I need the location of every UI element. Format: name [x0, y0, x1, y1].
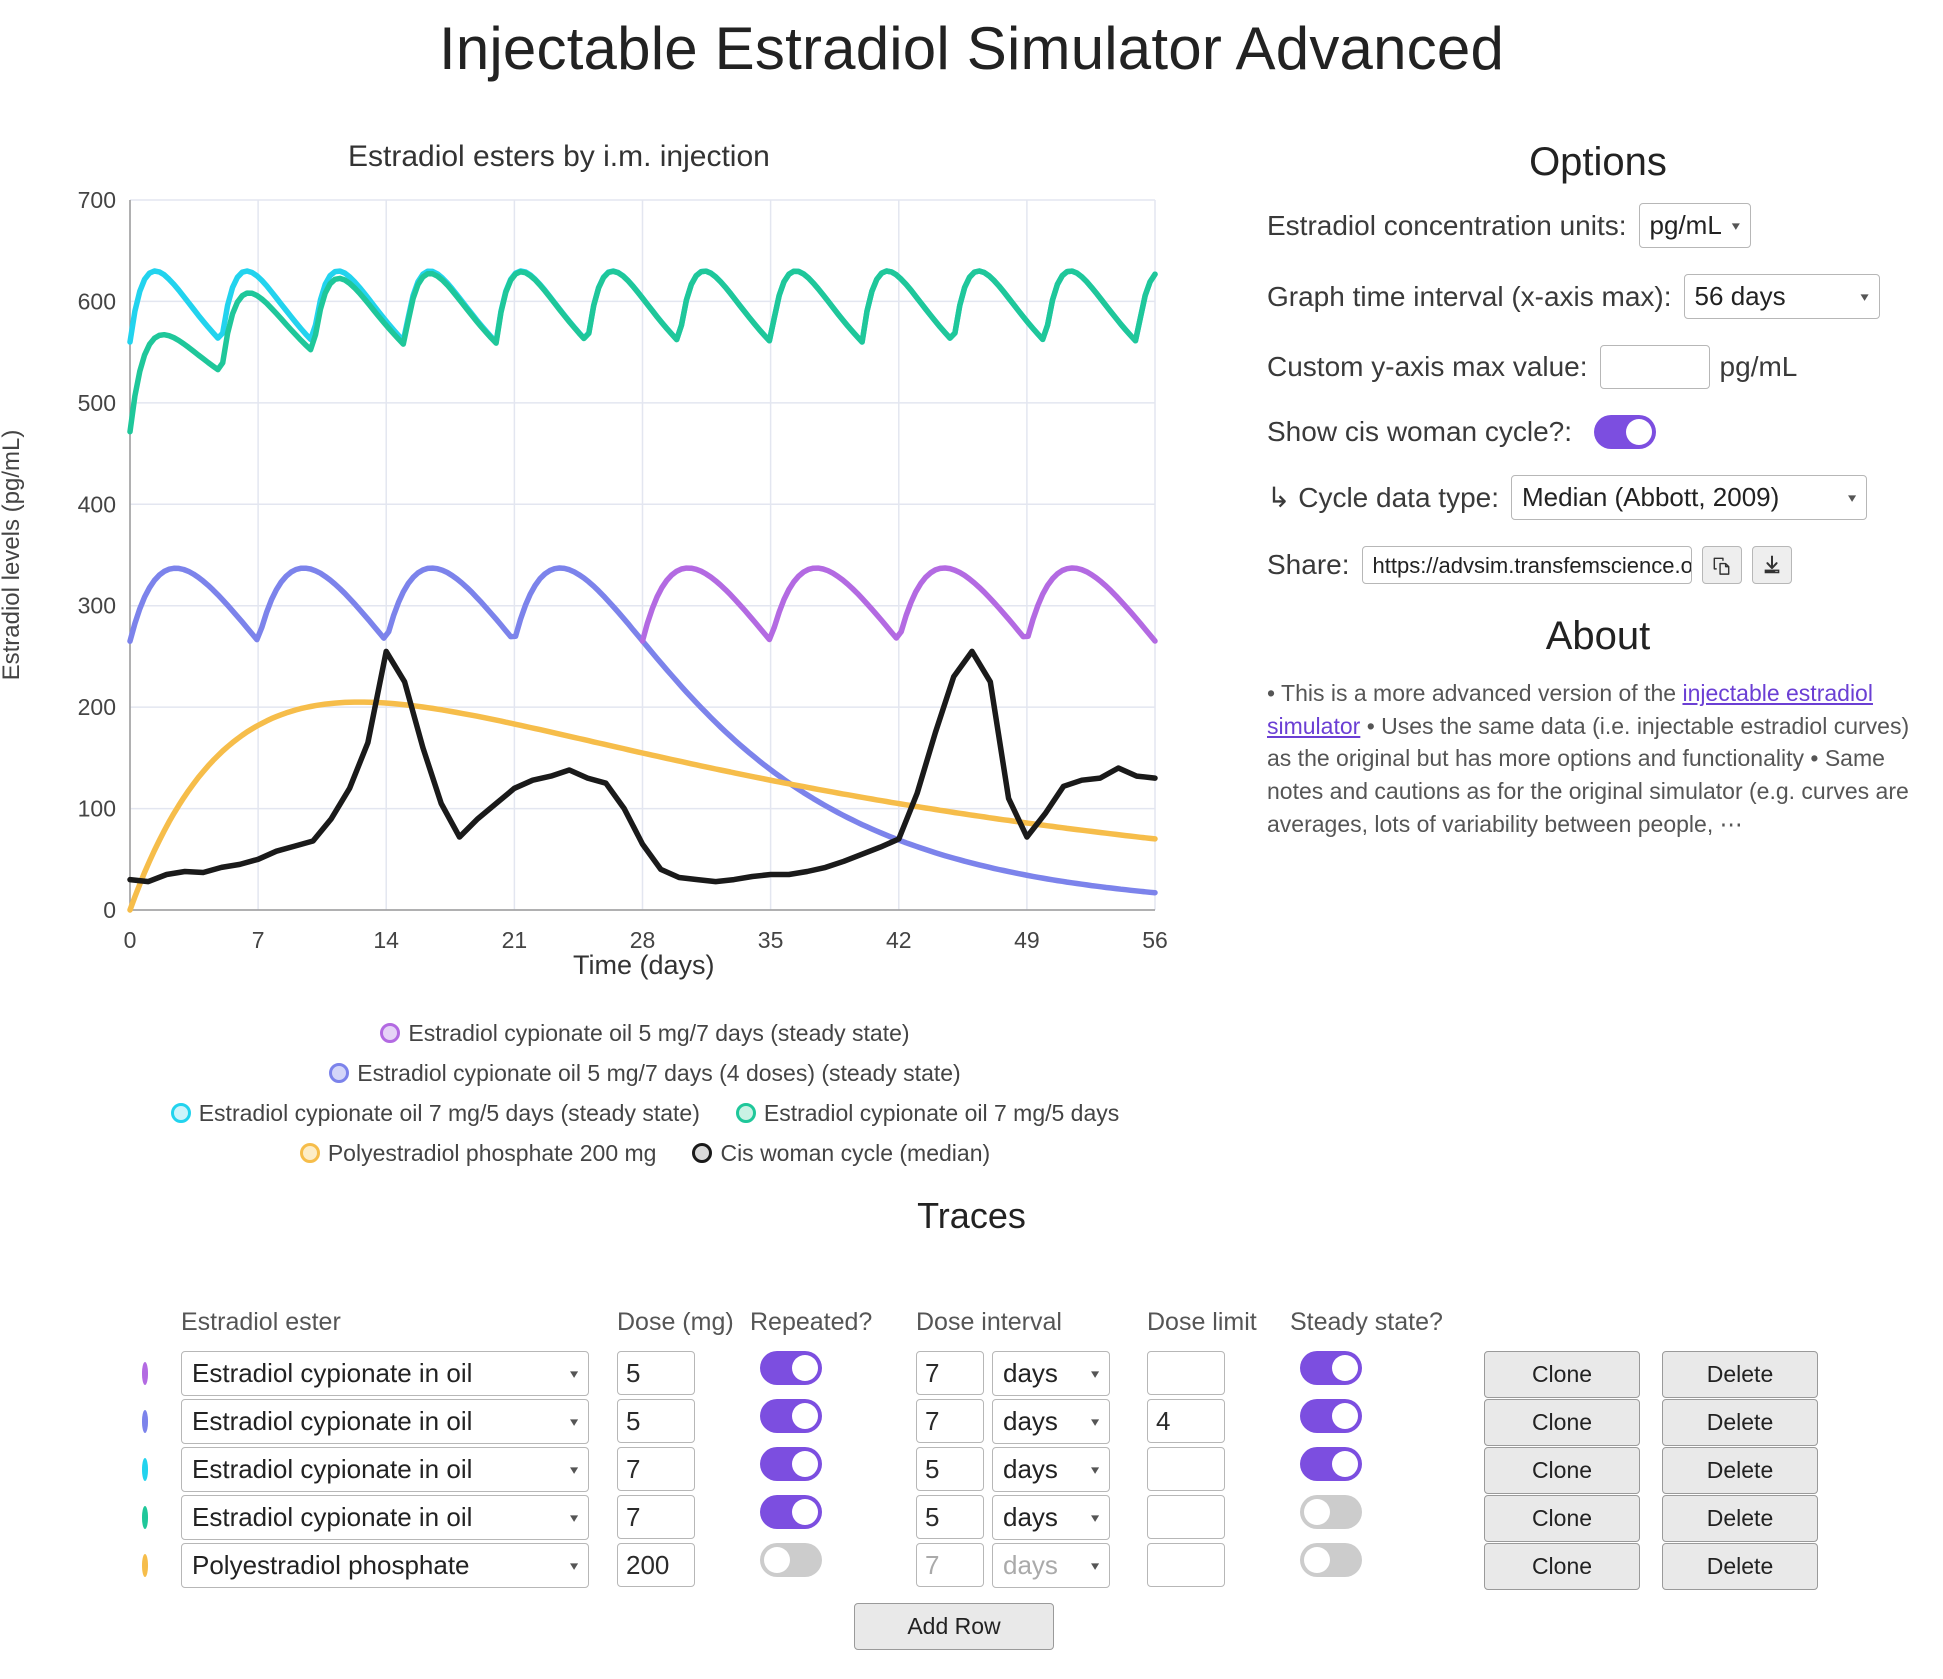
svg-text:28: 28 [630, 927, 656, 953]
svg-text:21: 21 [502, 927, 528, 953]
svg-text:400: 400 [78, 491, 116, 517]
svg-text:35: 35 [758, 927, 784, 953]
svg-text:500: 500 [78, 390, 116, 416]
svg-text:7: 7 [252, 927, 265, 953]
svg-text:700: 700 [78, 187, 116, 213]
svg-text:0: 0 [124, 927, 137, 953]
svg-text:0: 0 [103, 897, 116, 923]
svg-text:49: 49 [1014, 927, 1040, 953]
svg-text:600: 600 [78, 288, 116, 314]
svg-text:42: 42 [886, 927, 912, 953]
svg-text:300: 300 [78, 593, 116, 619]
svg-text:56: 56 [1142, 927, 1168, 953]
svg-text:200: 200 [78, 694, 116, 720]
svg-text:14: 14 [373, 927, 399, 953]
svg-text:100: 100 [78, 796, 116, 822]
